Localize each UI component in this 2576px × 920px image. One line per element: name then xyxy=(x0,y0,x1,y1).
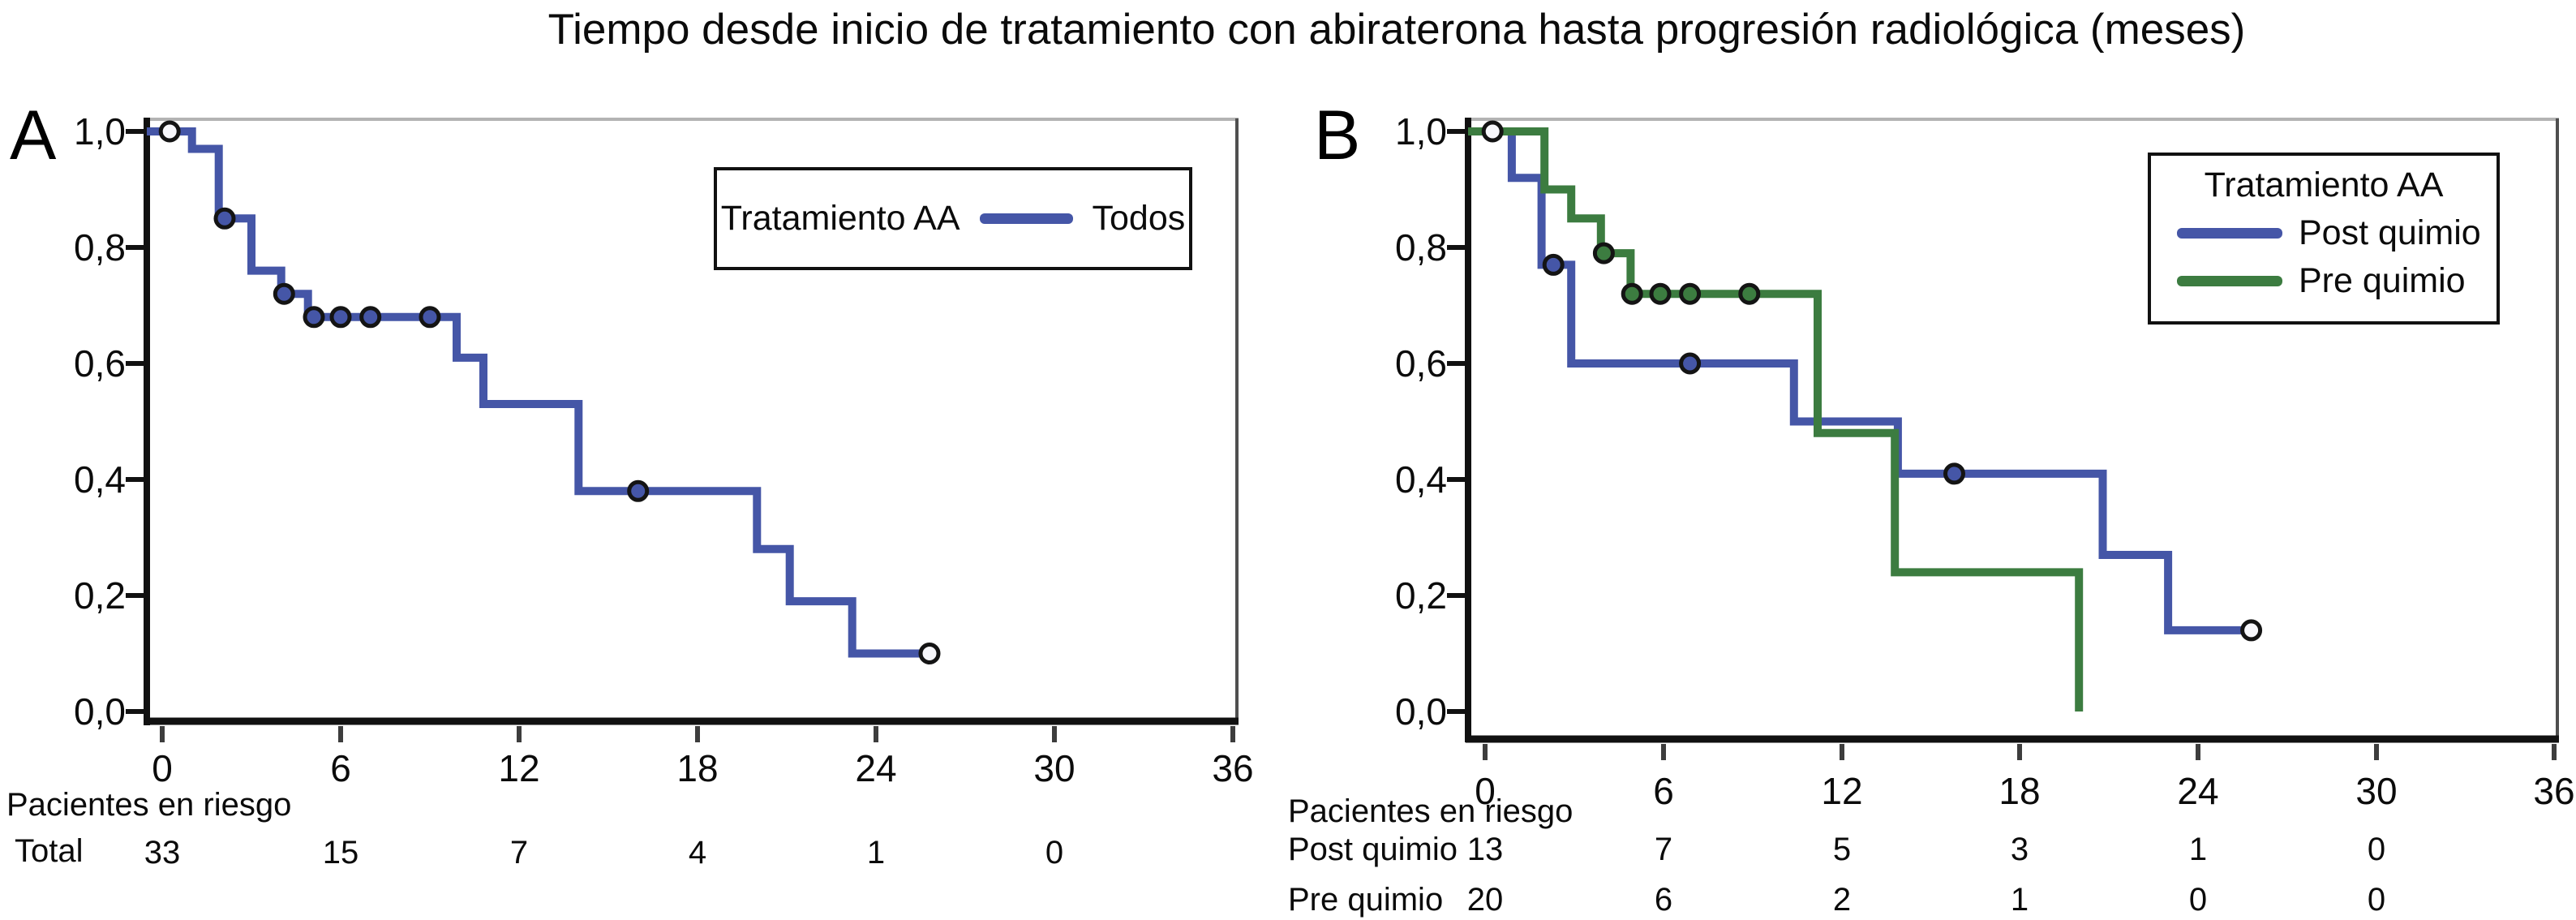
panel-a-x-tick: 12 xyxy=(498,747,540,789)
censor-mark xyxy=(213,207,236,230)
panel-a-x-tick-marks xyxy=(160,726,1235,742)
panel-a-curves xyxy=(147,120,941,664)
panel-a-x-tick: 18 xyxy=(676,747,719,789)
panel-a-x-tick: 0 xyxy=(152,747,173,789)
panel-b-risk-header: Pacientes en riesgo xyxy=(1288,793,1574,829)
censor-mark xyxy=(1542,253,1565,276)
panel-a-x-tick: 36 xyxy=(1212,747,1254,789)
panel-a-x-tick: 24 xyxy=(855,747,897,789)
risk-value: 1 xyxy=(866,835,886,871)
panel-a-y-tick: 0,4 xyxy=(74,458,126,501)
panel-b-y-tick: 1,0 xyxy=(1395,110,1447,153)
panel-b-x-tick-marks xyxy=(1483,744,2557,760)
risk-value: 0 xyxy=(2367,882,2386,918)
censor-mark xyxy=(329,306,352,329)
figure-title: Tiempo desde inicio de tratamiento con a… xyxy=(547,6,2246,54)
panel-a-y-tick-marks xyxy=(126,129,144,714)
panel-b-frame xyxy=(1447,118,2559,760)
risk-value: 13 xyxy=(1466,832,1504,867)
censor-mark xyxy=(1738,282,1761,305)
panel-b-x-tick: 36 xyxy=(2533,770,2575,812)
panel-a-frame xyxy=(126,118,1239,742)
risk-value: 4 xyxy=(688,835,707,871)
panel-b-x-tick: 12 xyxy=(1821,770,1863,812)
censor-mark xyxy=(158,120,181,143)
panel-a-y-tick: 0,2 xyxy=(74,574,126,617)
panel-b-y-tick-marks xyxy=(1447,129,1466,714)
panel-b-legend-row-post-quimio: Post quimio xyxy=(2177,213,2497,253)
km-curve-post-quimio xyxy=(1468,127,2255,634)
panel-a-y-tick: 0,8 xyxy=(74,226,126,269)
panel-b-x-tick: 24 xyxy=(2177,770,2219,812)
risk-value: 15 xyxy=(322,835,359,871)
censor-mark xyxy=(1649,282,1672,305)
panel-b-risk-row-label: Post quimio xyxy=(1288,832,1458,867)
risk-value: 20 xyxy=(1466,882,1504,918)
panel-a-y-tick: 0,6 xyxy=(74,342,126,385)
risk-value: 0 xyxy=(2367,832,2386,867)
panel-b-legend-title: Tratamiento AA xyxy=(2204,166,2444,204)
censor-mark xyxy=(1481,120,1504,143)
censor-mark xyxy=(2240,619,2263,642)
panel-b-legend-entry: Post quimio xyxy=(2299,213,2481,252)
panel-b-x-tick: 0 xyxy=(1475,770,1496,812)
panel-b-y-tick: 0,8 xyxy=(1395,226,1447,269)
censor-mark xyxy=(1679,282,1702,305)
panel-b-legend-entry: Pre quimio xyxy=(2299,261,2466,300)
todos-line-swatch xyxy=(979,213,1073,224)
panel-a-legend-entry: Todos xyxy=(1092,199,1186,238)
censor-mark xyxy=(359,306,382,329)
risk-value: 33 xyxy=(144,835,181,871)
km-curve-todos xyxy=(147,127,936,658)
risk-value: 6 xyxy=(1654,882,1673,918)
censor-mark xyxy=(1592,242,1615,264)
panel-a-y-tick: 0,0 xyxy=(74,690,126,733)
risk-value: 7 xyxy=(509,835,529,871)
risk-value: 7 xyxy=(1654,832,1673,867)
panel-a-legend-title: Tratamiento AA xyxy=(720,199,960,238)
censor-mark xyxy=(303,306,325,329)
panel-a-x-tick: 6 xyxy=(330,747,351,789)
panel-a-legend: Tratamiento AA Todos xyxy=(714,167,1192,270)
risk-value: 0 xyxy=(2188,882,2208,918)
panel-a-y-tick: 1,0 xyxy=(74,110,126,153)
panel-b-y-tick: 0,2 xyxy=(1395,574,1447,617)
censor-mark xyxy=(419,306,441,329)
panel-b-x-tick: 30 xyxy=(2355,770,2398,812)
panel-b-y-tick: 0,4 xyxy=(1395,458,1447,501)
panel-b-curves xyxy=(1468,120,2263,711)
panel-a-risk-header: Pacientes en riesgo xyxy=(6,787,292,823)
panel-a-x-tick: 30 xyxy=(1033,747,1075,789)
panel-b-legend: Tratamiento AA Post quimio Pre quimio xyxy=(2148,153,2500,325)
censor-mark xyxy=(627,479,650,502)
risk-value: 5 xyxy=(1832,832,1852,867)
risk-value: 1 xyxy=(2010,882,2029,918)
panel-b-y-tick: 0,0 xyxy=(1395,690,1447,733)
panel-b-x-tick: 18 xyxy=(1999,770,2041,812)
censor-mark xyxy=(918,643,941,664)
pre-quimio-line-swatch xyxy=(2177,276,2282,286)
km-curve-pre-quimio xyxy=(1468,127,2084,711)
panel-b-risk-row-label: Pre quimio xyxy=(1288,882,1444,918)
censor-mark xyxy=(1679,352,1702,375)
panel-b-legend-row-pre-quimio: Pre quimio xyxy=(2177,261,2497,301)
panel-b-letter: B xyxy=(1314,97,1361,174)
risk-value: 0 xyxy=(1045,835,1064,871)
panel-b-x-tick: 6 xyxy=(1653,770,1674,812)
censor-mark xyxy=(1621,282,1643,305)
post-quimio-line-swatch xyxy=(2177,228,2282,239)
risk-value: 3 xyxy=(2010,832,2029,867)
censor-mark xyxy=(273,282,295,305)
panel-a-letter: A xyxy=(10,97,57,174)
risk-value: 1 xyxy=(2188,832,2208,867)
censor-mark xyxy=(1943,462,1965,485)
risk-value: 2 xyxy=(1832,882,1852,918)
panel-a-risk-row-label: Total xyxy=(15,833,84,869)
panel-b-y-tick: 0,6 xyxy=(1395,342,1447,385)
